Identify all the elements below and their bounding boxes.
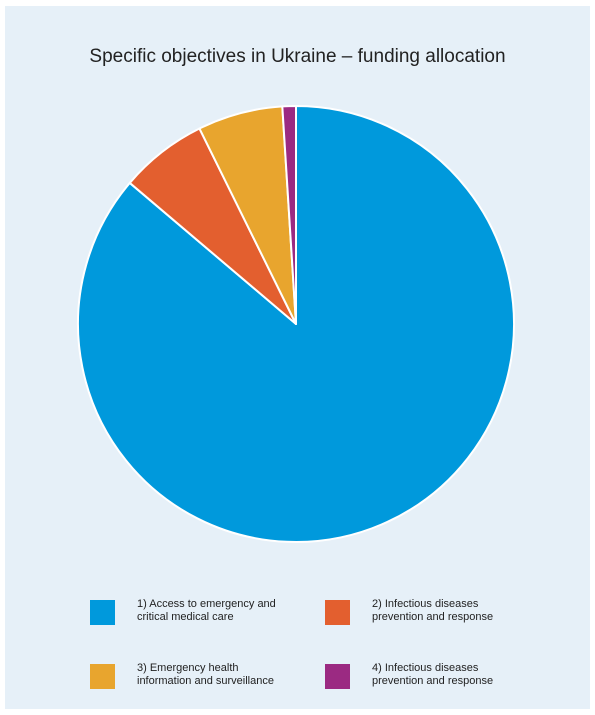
legend-item-1: 1) Access to emergency and critical medi… xyxy=(90,598,282,625)
chart-title: Specific objectives in Ukraine – funding… xyxy=(89,46,506,67)
legend-label-2: 2) Infectious diseases prevention and re… xyxy=(372,598,494,623)
legend-swatch-1 xyxy=(90,600,115,625)
pie-slice-4 xyxy=(281,105,297,325)
pie-chart xyxy=(77,105,515,543)
legend-label-1: 1) Access to emergency and critical medi… xyxy=(137,598,276,623)
legend-item-4: 4) Infectious diseases prevention and re… xyxy=(325,662,517,689)
pie-slices xyxy=(77,105,515,543)
legend-label-4: 4) Infectious diseases prevention and re… xyxy=(372,662,494,687)
legend-swatch-3 xyxy=(90,664,115,689)
legend-label-3: 3) Emergency health information and surv… xyxy=(137,662,274,687)
chart-panel: Specific objectives in Ukraine – funding… xyxy=(5,6,590,709)
legend-swatch-2 xyxy=(325,600,350,625)
legend-swatch-4 xyxy=(325,664,350,689)
legend-item-3: 3) Emergency health information and surv… xyxy=(90,662,282,689)
legend-item-2: 2) Infectious diseases prevention and re… xyxy=(325,598,517,625)
